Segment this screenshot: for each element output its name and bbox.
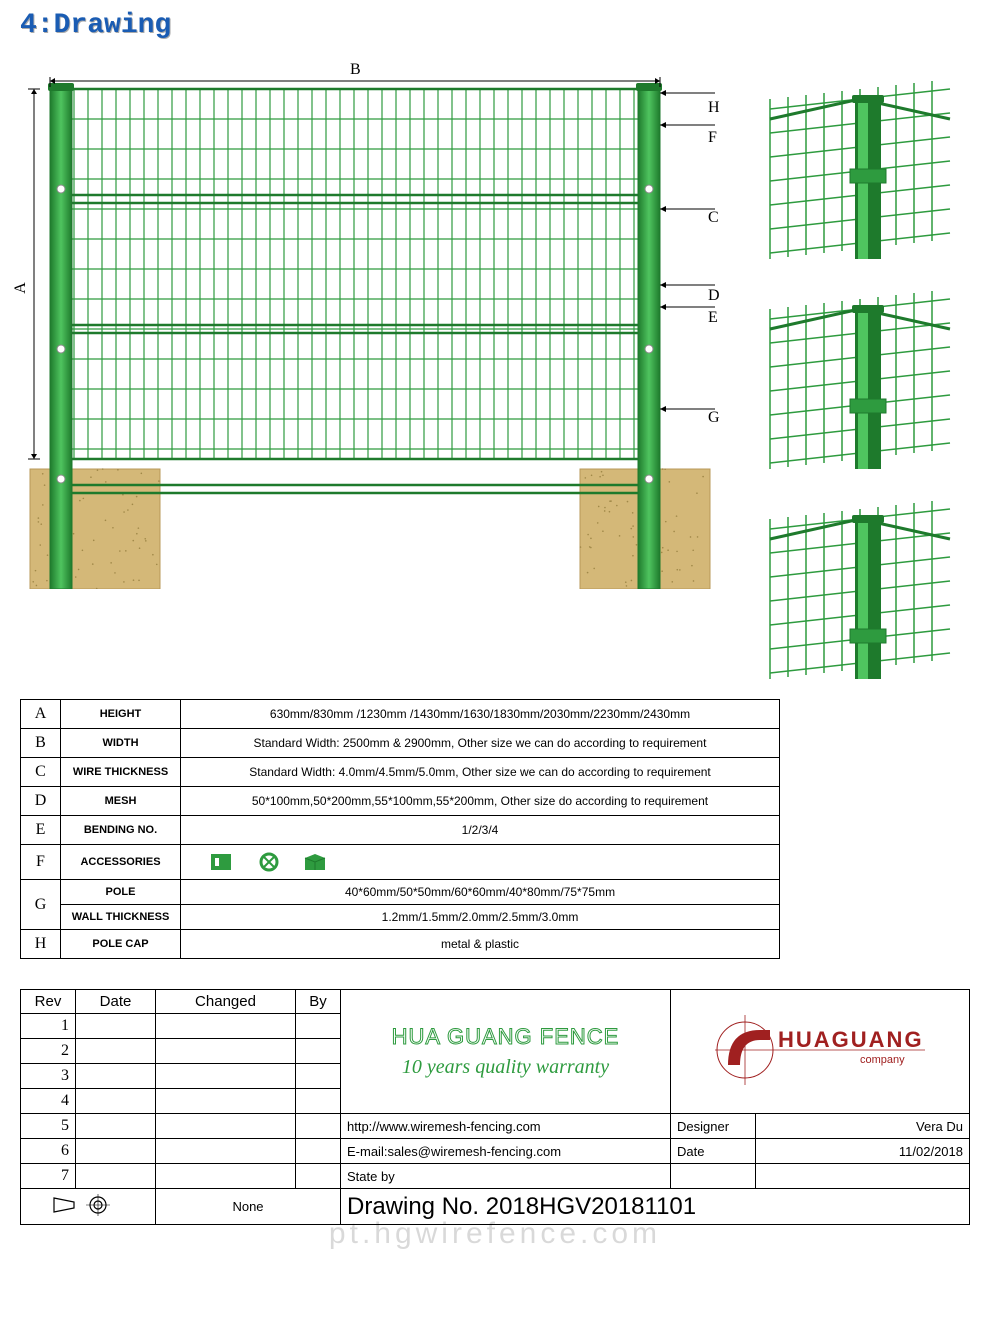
spec-label-G: POLE: [61, 880, 181, 905]
spec-label-B: WIDTH: [61, 729, 181, 758]
tb-h-by: By: [296, 990, 341, 1014]
dim-C: C: [708, 209, 719, 227]
designer-label: Designer: [671, 1114, 756, 1139]
email-cell: E-mail:sales@wiremesh-fencing.com: [341, 1139, 671, 1164]
rev-7: 7: [21, 1164, 76, 1189]
spec-val-G: 40*60mm/50*50mm/60*60mm/40*80mm/75*75mm: [181, 880, 780, 905]
spec-val-WALL THICKNESS: 1.2mm/1.5mm/2.0mm/2.5mm/3.0mm: [181, 905, 780, 930]
rev-6: 6: [21, 1139, 76, 1164]
rev-3: 3: [21, 1064, 76, 1089]
spec-key-F: F: [21, 845, 61, 880]
dim-D: D: [708, 287, 720, 305]
spec-label-C: WIRE THICKNESS: [61, 758, 181, 787]
spec-val-H: metal & plastic: [181, 930, 780, 959]
spec-val-E: 1/2/3/4: [181, 816, 780, 845]
spec-label-H: POLE CAP: [61, 930, 181, 959]
spec-key-C: C: [21, 758, 61, 787]
fence-drawing: A B H F C D E G: [20, 49, 740, 589]
company-name: HUA GUANG FENCE: [347, 1024, 664, 1050]
spec-key-G: G: [21, 880, 61, 930]
spec-label-F: ACCESSORIES: [61, 845, 181, 880]
svg-text:HUAGUANG: HUAGUANG: [778, 1027, 924, 1052]
spec-key-A: A: [21, 700, 61, 729]
designer-value: Vera Du: [756, 1114, 970, 1139]
accessory-bolt-icon: [255, 850, 283, 874]
logo-cell: HUAGUANG company: [671, 990, 970, 1114]
url-cell: http://www.wiremesh-fencing.com: [341, 1114, 671, 1139]
company-cell: HUA GUANG FENCE 10 years quality warrant…: [341, 990, 671, 1114]
spec-val-A: 630mm/830mm /1230mm /1430mm/1630/1830mm/…: [181, 700, 780, 729]
thumb-2: [760, 279, 960, 479]
stateby-cell: State by: [341, 1164, 671, 1189]
date-value: 11/02/2018: [756, 1139, 970, 1164]
dim-H: H: [708, 99, 720, 117]
huaguang-logo: HUAGUANG company: [710, 1005, 930, 1095]
spec-label-E: BENDING NO.: [61, 816, 181, 845]
spec-val-D: 50*100mm,50*200mm,55*100mm,55*200mm, Oth…: [181, 787, 780, 816]
accessory-cap-icon: [301, 850, 329, 874]
spec-key-D: D: [21, 787, 61, 816]
tb-h-date: Date: [76, 990, 156, 1014]
tb-h-changed: Changed: [156, 990, 296, 1014]
spec-key-B: B: [21, 729, 61, 758]
spec-key-H: H: [21, 930, 61, 959]
rev-2: 2: [21, 1039, 76, 1064]
thumb-1: [760, 69, 960, 269]
spec-table: AHEIGHT630mm/830mm /1230mm /1430mm/1630/…: [20, 699, 780, 959]
spec-label-D: MESH: [61, 787, 181, 816]
spec-label-WALL THICKNESS: WALL THICKNESS: [61, 905, 181, 930]
rev-1: 1: [21, 1014, 76, 1039]
dim-B: B: [350, 61, 361, 79]
accessory-clamp-icon: [209, 850, 237, 874]
rev-4: 4: [21, 1089, 76, 1114]
tb-h-rev: Rev: [21, 990, 76, 1014]
section-title: 4:Drawing: [20, 10, 970, 41]
title-block: Rev Date Changed By HUA GUANG FENCE 10 y…: [20, 989, 970, 1225]
dim-E: E: [708, 309, 718, 327]
date-label: Date: [671, 1139, 756, 1164]
spec-val-F: [181, 845, 780, 880]
rev-5: 5: [21, 1114, 76, 1139]
top-area: A B H F C D E G: [20, 49, 970, 689]
dim-G: G: [708, 409, 720, 427]
dim-A: A: [12, 282, 30, 294]
thumb-3: [760, 489, 960, 689]
spec-key-E: E: [21, 816, 61, 845]
fence-svg: [20, 49, 740, 589]
dim-F: F: [708, 129, 717, 147]
watermark: pt.hgwirefence.com: [20, 1217, 970, 1251]
warranty-text: 10 years quality warranty: [347, 1056, 664, 1079]
spec-label-A: HEIGHT: [61, 700, 181, 729]
spec-val-B: Standard Width: 2500mm & 2900mm, Other s…: [181, 729, 780, 758]
spec-val-C: Standard Width: 4.0mm/4.5mm/5.0mm, Other…: [181, 758, 780, 787]
svg-text:company: company: [860, 1054, 905, 1066]
detail-thumbnails: [760, 49, 970, 689]
